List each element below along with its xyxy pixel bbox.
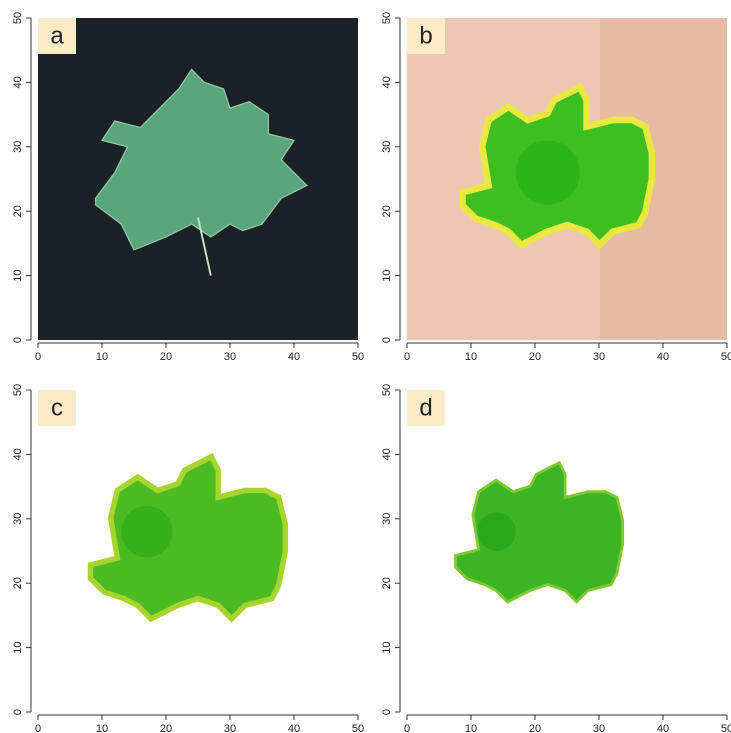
x-tick-label: 30 <box>593 351 605 363</box>
y-tick-label: 10 <box>12 641 24 653</box>
panel-label: a <box>50 22 64 49</box>
x-tick-label: 30 <box>224 723 236 733</box>
y-tick-label: 50 <box>381 12 393 24</box>
x-tick-label: 20 <box>160 351 172 363</box>
y-tick-label: 20 <box>381 205 393 217</box>
x-tick-label: 50 <box>352 723 364 733</box>
x-tick-label: 40 <box>288 723 300 733</box>
x-tick-label: 10 <box>465 351 477 363</box>
panel-label: d <box>419 394 432 421</box>
x-tick-label: 20 <box>160 723 172 733</box>
y-tick-label: 20 <box>381 577 393 589</box>
x-tick-label: 10 <box>96 351 108 363</box>
y-tick-label: 40 <box>381 448 393 460</box>
x-tick-label: 30 <box>224 351 236 363</box>
x-tick-label: 20 <box>529 723 541 733</box>
y-tick-label: 30 <box>381 141 393 153</box>
x-tick-label: 40 <box>657 723 669 733</box>
x-tick-label: 0 <box>35 723 41 733</box>
panel-label: c <box>51 394 63 421</box>
image-a <box>38 18 358 340</box>
x-tick-label: 50 <box>352 351 364 363</box>
y-tick-label: 20 <box>12 205 24 217</box>
y-tick-label: 0 <box>381 709 393 715</box>
figure: a 0 10 20 30 40 50 0 10 20 30 40 50 b 0 10 20 30 40 50 0 10 20… <box>0 0 731 733</box>
x-tick-label: 0 <box>35 351 41 363</box>
x-tick-label: 10 <box>465 723 477 733</box>
y-tick-label: 50 <box>381 384 393 396</box>
y-tick-label: 10 <box>12 269 24 281</box>
y-tick-label: 0 <box>381 337 393 343</box>
x-tick-label: 40 <box>657 351 669 363</box>
y-tick-label: 30 <box>12 141 24 153</box>
image-c <box>38 390 358 712</box>
y-tick-label: 40 <box>12 76 24 88</box>
x-tick-label: 40 <box>288 351 300 363</box>
y-tick-label: 30 <box>381 513 393 525</box>
image-d <box>407 390 727 712</box>
y-tick-label: 50 <box>12 12 24 24</box>
x-tick-label: 50 <box>721 351 731 363</box>
y-tick-label: 40 <box>381 76 393 88</box>
y-tick-label: 10 <box>381 269 393 281</box>
y-tick-label: 0 <box>12 337 24 343</box>
x-tick-label: 50 <box>721 723 731 733</box>
x-tick-label: 10 <box>96 723 108 733</box>
y-tick-label: 20 <box>12 577 24 589</box>
y-tick-label: 10 <box>381 641 393 653</box>
x-tick-label: 0 <box>404 723 410 733</box>
panel-label: b <box>419 22 432 49</box>
y-tick-label: 30 <box>12 513 24 525</box>
x-tick-label: 0 <box>404 351 410 363</box>
image-b <box>407 18 727 340</box>
y-tick-label: 40 <box>12 448 24 460</box>
x-tick-label: 30 <box>593 723 605 733</box>
x-tick-label: 20 <box>529 351 541 363</box>
y-tick-label: 0 <box>12 709 24 715</box>
y-tick-label: 50 <box>12 384 24 396</box>
